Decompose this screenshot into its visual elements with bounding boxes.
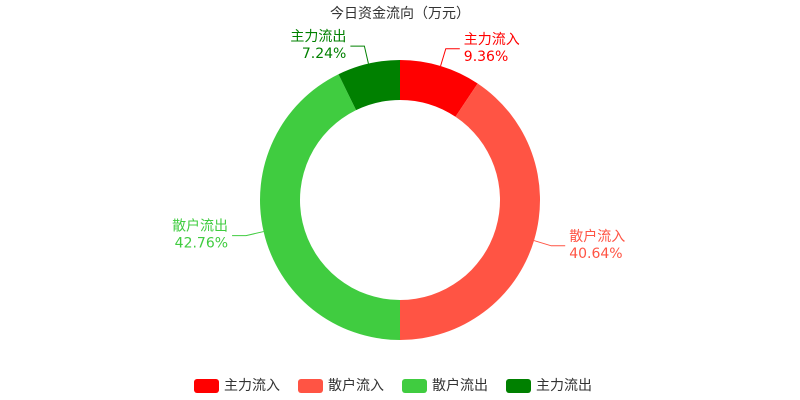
slice [260,74,400,341]
legend-swatch [194,379,219,393]
legend-label: 散户流入 [328,377,384,394]
label-line [350,45,369,64]
legend-swatch [298,379,323,393]
data-label-name: 散户流入 [569,228,625,245]
chart-title: 今日资金流向（万元） [330,6,470,22]
data-label-name: 主力流入 [464,32,520,48]
data-label-value: 7.24% [302,46,346,62]
slice [400,83,540,341]
data-label-value: 9.36% [464,49,508,65]
legend-label: 主力流入 [224,378,280,394]
slice [338,60,400,111]
label-line [440,48,460,67]
label-line [232,231,264,237]
label-line [533,240,566,247]
data-label-value: 40.64% [569,246,622,262]
slice [400,60,478,117]
legend-label: 主力流出 [536,378,592,394]
legend-label: 散户流出 [432,377,488,394]
data-label-name: 主力流出 [290,29,346,45]
legend-swatch [506,379,531,393]
legend-swatch [402,379,427,393]
data-label-name: 散户流出 [172,218,228,235]
data-label-value: 42.76% [175,236,228,252]
